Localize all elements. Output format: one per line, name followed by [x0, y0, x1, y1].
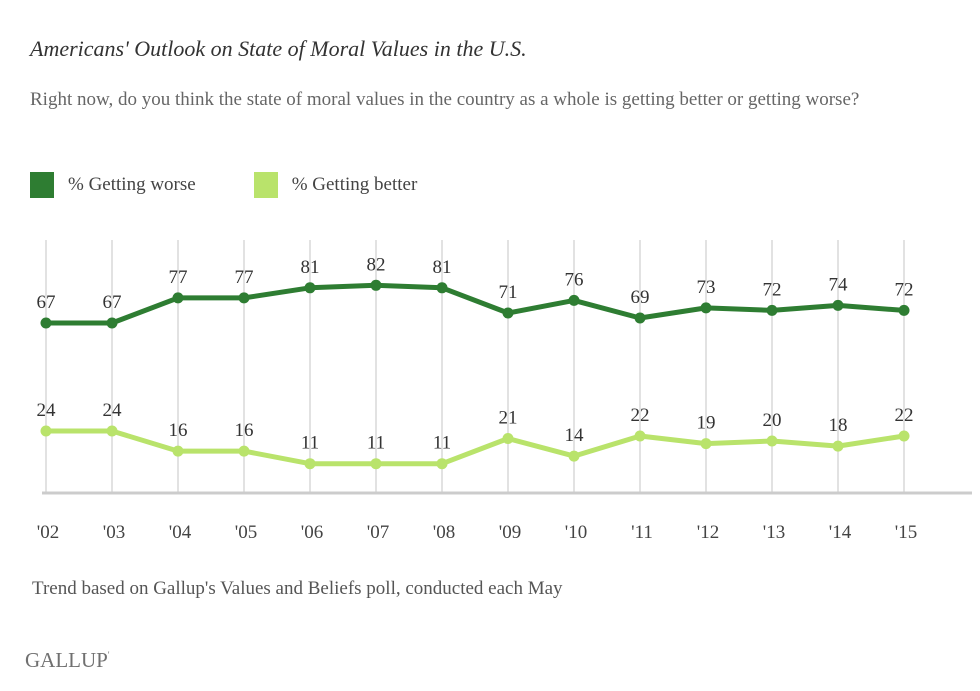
x-tick-label: '10: [565, 522, 587, 543]
x-tick-label: '02: [37, 522, 59, 543]
data-label-worse: 67: [37, 292, 56, 313]
data-point-worse: [898, 304, 910, 316]
x-tick-label: '11: [631, 522, 653, 543]
data-label-better: 14: [565, 425, 585, 446]
series-line-worse: [43, 282, 907, 326]
data-label-worse: 72: [763, 279, 782, 300]
data-point-better: [172, 445, 184, 457]
data-point-worse: [832, 299, 844, 311]
data-label-better: 20: [763, 410, 782, 431]
legend-item-worse: % Getting worse: [30, 172, 196, 198]
data-point-worse: [370, 279, 382, 291]
data-point-worse: [304, 282, 316, 294]
series-line-better: [43, 428, 907, 467]
data-point-better: [898, 430, 910, 442]
data-point-better: [40, 425, 52, 437]
data-label-worse: 77: [169, 267, 188, 288]
data-point-better: [238, 445, 250, 457]
chart-title: Americans' Outlook on State of Moral Val…: [30, 36, 527, 61]
data-point-better: [766, 435, 778, 447]
data-label-better: 24: [37, 400, 57, 421]
data-label-better: 16: [169, 420, 188, 441]
gallup-logo-mark: ': [107, 650, 110, 660]
data-point-worse: [766, 304, 778, 316]
data-label-worse: 76: [565, 269, 584, 290]
data-label-worse: 73: [697, 277, 716, 298]
data-label-worse: 72: [895, 279, 914, 300]
data-label-worse: 74: [829, 274, 849, 295]
x-tick-label: '14: [829, 522, 852, 543]
x-tick-label: '12: [697, 522, 719, 543]
data-label-worse: 69: [631, 287, 650, 308]
data-point-worse: [634, 312, 646, 324]
data-label-better: 22: [895, 405, 914, 426]
data-point-worse: [502, 307, 514, 319]
legend-label-worse: % Getting worse: [68, 174, 196, 195]
data-label-better: 24: [103, 400, 123, 421]
legend-swatch-worse: [30, 172, 54, 198]
data-label-better: 11: [301, 433, 319, 454]
data-label-better: 19: [697, 413, 716, 434]
gallup-logo-text: GALLUP: [25, 648, 108, 672]
chart-subtitle: Right now, do you think the state of mor…: [30, 89, 860, 110]
data-label-better: 18: [829, 415, 848, 436]
x-tick-label: '04: [169, 522, 192, 543]
x-tick-label: '05: [235, 522, 257, 543]
data-label-better: 21: [499, 408, 518, 429]
legend-label-better: % Getting better: [291, 174, 418, 195]
data-point-better: [436, 458, 448, 470]
data-point-worse: [172, 292, 184, 304]
x-tick-label: '07: [367, 522, 389, 543]
x-tick-label: '13: [763, 522, 785, 543]
data-point-better: [304, 458, 316, 470]
data-point-better: [106, 425, 118, 437]
source-note: Trend based on Gallup's Values and Belie…: [32, 578, 563, 599]
x-tick-label: '03: [103, 522, 125, 543]
data-label-better: 16: [235, 420, 254, 441]
data-point-better: [634, 430, 646, 442]
data-point-better: [370, 458, 382, 470]
data-point-worse: [238, 292, 250, 304]
x-tick-label: '08: [433, 522, 455, 543]
data-label-worse: 71: [499, 282, 518, 303]
data-point-better: [502, 433, 514, 444]
x-tick-label: '06: [301, 522, 323, 543]
data-label-worse: 82: [367, 254, 386, 275]
data-point-worse: [106, 317, 118, 329]
data-point-worse: [568, 294, 580, 306]
legend-item-better: % Getting better: [253, 172, 418, 198]
data-point-worse: [700, 302, 712, 314]
data-label-worse: 77: [235, 267, 254, 288]
legend: % Getting worse % Getting better: [30, 170, 475, 200]
data-point-worse: [40, 317, 52, 329]
data-label-worse: 81: [301, 257, 320, 278]
data-point-better: [700, 438, 712, 450]
x-tick-label: '09: [499, 522, 521, 543]
gallup-logo: GALLUP': [25, 648, 109, 673]
data-point-better: [568, 450, 580, 462]
data-label-worse: 67: [103, 292, 122, 313]
x-tick-label: '15: [895, 522, 917, 543]
legend-swatch-better: [253, 172, 278, 198]
data-label-better: 22: [631, 405, 650, 426]
data-point-better: [832, 440, 844, 452]
data-label-worse: 81: [433, 257, 452, 278]
data-label-better: 11: [433, 433, 451, 454]
data-point-worse: [436, 282, 448, 294]
data-label-better: 11: [367, 433, 385, 454]
